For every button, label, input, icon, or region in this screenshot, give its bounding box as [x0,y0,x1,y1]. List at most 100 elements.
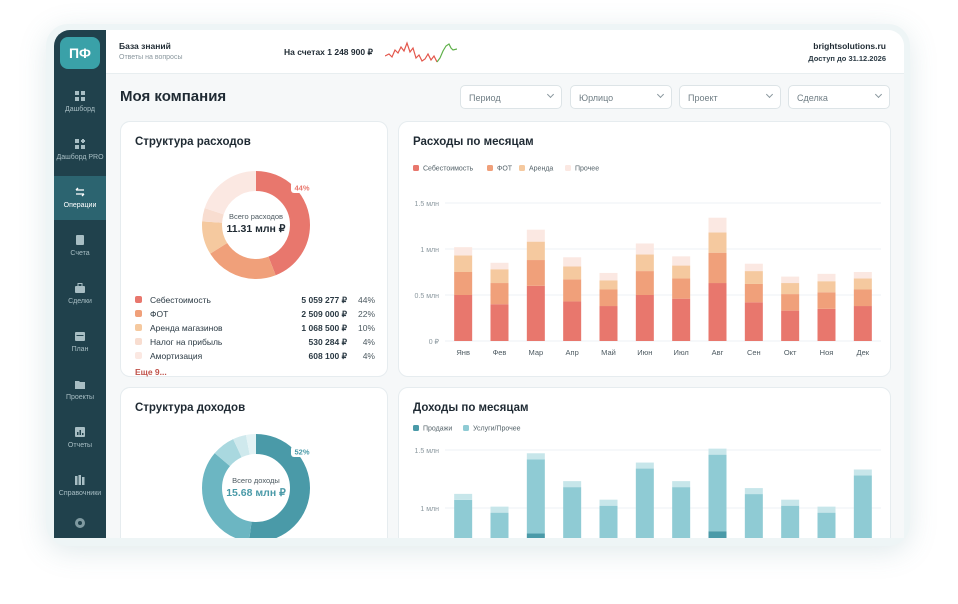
legend-item: Амортизация 608 100 ₽ 4% [135,350,375,362]
sidebar-item-label: Справочники [58,490,102,497]
bar-segment [454,295,473,341]
show-more-link[interactable]: Еще 9... [135,367,167,377]
bar-segment [708,232,727,253]
legend-swatch [519,165,525,171]
bar-segment [563,487,582,538]
arrows-icon [75,187,85,197]
legend-name: Налог на прибыль [150,337,223,347]
chevron-down-icon [546,90,555,99]
briefcase-icon [75,283,85,293]
legend-name: Аренда [529,165,554,173]
sidebar-item-label: План [71,346,89,353]
y-tick-label: 1.5 млн [415,201,440,208]
donut-center-label: Всего расходов [229,212,283,221]
legend-swatch [565,165,571,171]
sidebar: ПФ Дашборд Дашборд PRO Операции Счета Сд… [54,30,106,538]
logo[interactable]: ПФ [60,37,100,69]
x-tick-label: Июл [674,348,689,357]
knowledge-base-link[interactable]: База знаний [119,41,171,51]
x-tick-label: Янв [456,348,470,357]
bar-segment [781,505,800,538]
bar-segment [454,255,473,272]
legend-swatch [135,296,142,303]
bar-segment [853,278,872,290]
bar-segment [599,505,618,538]
legend-name: Себестоимость [423,165,474,173]
bar-segment [599,272,618,281]
app-window: ПФ Дашборд Дашборд PRO Операции Счета Сд… [54,30,904,538]
donut-center-value: 11.31 млн ₽ [227,223,286,235]
chevron-down-icon [874,90,883,99]
bar-segment [490,283,509,305]
bar-cap [563,481,582,488]
card-title: Расходы по месяцам [413,136,534,148]
company-site[interactable]: brightsolutions.ru [813,41,886,51]
sidebar-item-label: Счета [70,250,90,257]
donut-slice-services [202,434,310,538]
books-icon [75,475,85,485]
legal-entity-filter[interactable]: Юрлицо [570,85,672,109]
x-tick-label: Ноя [820,348,834,357]
bar-segment [526,533,545,538]
legend-swatch [135,310,142,317]
report-icon [75,427,85,437]
card-title: Структура расходов [135,136,251,148]
sidebar-item-dashboard-pro[interactable]: Дашборд PRO [54,128,106,172]
bar-segment [708,217,727,233]
period-filter-label: Период [469,93,501,103]
bar-segment [635,295,654,341]
bar-segment [490,512,509,538]
legend-name: ФОТ [150,309,169,319]
donut-slice-other-c [202,434,310,538]
bar-segment [817,273,836,282]
chart-legend-item: Продажи [413,425,452,433]
bar-segment [781,310,800,341]
legend-pct: 4% [362,337,375,347]
bar-segment [744,271,763,284]
period-filter[interactable]: Период [460,85,562,109]
access-until: Доступ до 31.12.2026 [808,54,886,63]
y-tick-label: 0 ₽ [429,338,440,346]
bar-segment [635,271,654,295]
settings-icon[interactable] [75,518,85,528]
bar-segment [744,494,763,538]
legend-name: Амортизация [150,351,203,361]
card-title: Структура доходов [135,402,246,414]
legend-swatch [135,338,142,345]
bar-segment [781,294,800,311]
expenses-by-month-card: Расходы по месяцам Себестоимость ФОТ Аре… [398,121,891,377]
sidebar-item-dashboard[interactable]: Дашборд [54,80,106,124]
sidebar-item-label: Дашборд [65,106,95,113]
bar-segment [526,241,545,261]
sidebar-item-reports[interactable]: Отчеты [54,416,106,460]
legend-name: Услуги/Прочее [473,425,521,433]
legend-swatch [135,352,142,359]
donut-callout: 52% [294,448,309,457]
sidebar-item-operations[interactable]: Операции [54,176,106,220]
x-tick-label: Мар [528,348,543,357]
bar-segment [563,279,582,302]
donut-center-value: 15.68 млн ₽ [226,487,286,499]
bar-cap [672,481,691,488]
bar-segment [853,475,872,538]
donut-callout: 44% [294,184,309,193]
sidebar-item-directories[interactable]: Справочники [54,464,106,508]
legend-pct: 4% [362,351,375,361]
bar-segment [599,306,618,341]
sidebar-item-accounts[interactable]: Счета [54,224,106,268]
legend-swatch [413,425,419,431]
y-tick-label: 1 млн [420,247,439,254]
legend-name: ФОТ [497,165,513,173]
sidebar-item-deals[interactable]: Сделки [54,272,106,316]
x-tick-label: Сен [747,348,761,357]
sidebar-item-projects[interactable]: Проекты [54,368,106,412]
income-donut: Всего доходы 15.68 млн ₽ 52% [202,434,313,538]
legend-value: 2 509 000 ₽ [301,309,347,319]
sidebar-item-plan[interactable]: План [54,320,106,364]
bar-segment [708,283,727,341]
expense-structure-card: Структура расходов Всего расходов 11.31 … [120,121,388,377]
bar-segment [490,262,509,270]
project-filter[interactable]: Проект [679,85,781,109]
legend-swatch [135,324,142,331]
deal-filter[interactable]: Сделка [788,85,890,109]
